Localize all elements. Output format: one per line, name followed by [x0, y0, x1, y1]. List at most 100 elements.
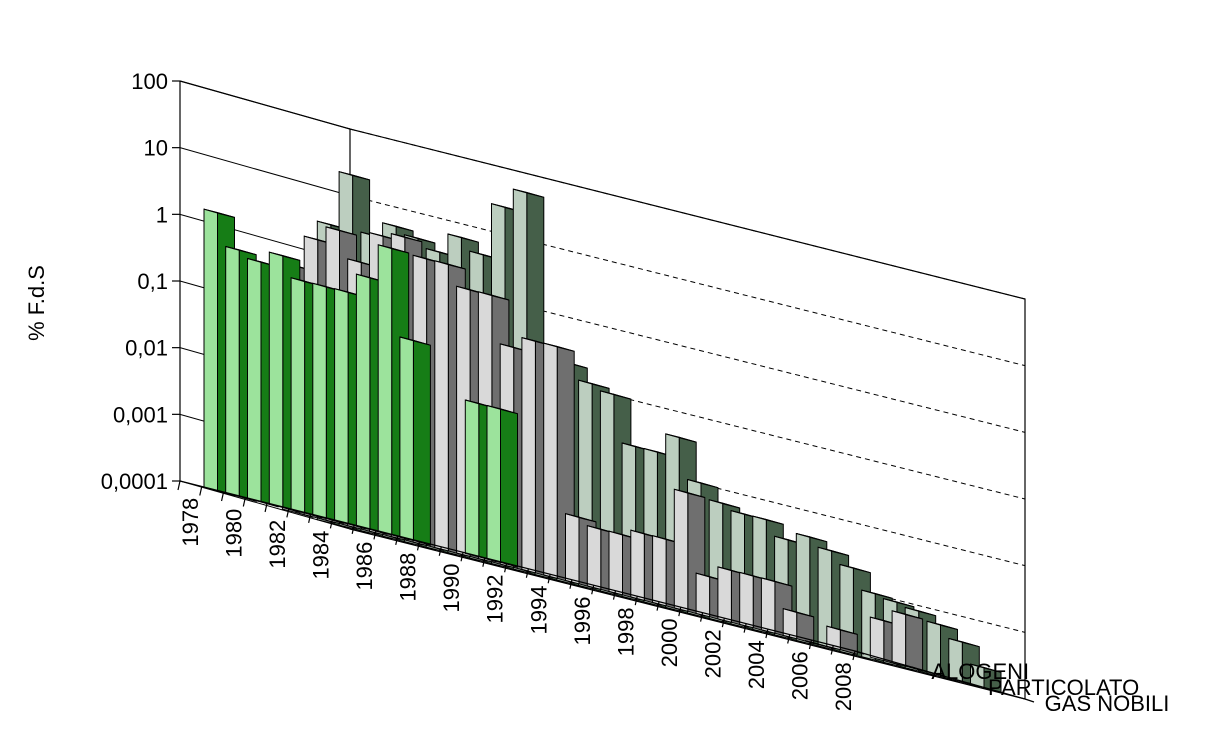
x-tick-label: 1984 [309, 531, 334, 580]
y-axis-tick-labels: 0,0001 0,001 0,01 0,1 1 10 100 [101, 69, 168, 494]
x-tick [656, 601, 660, 611]
bar-top [905, 607, 936, 617]
chart-axes [172, 80, 1035, 703]
bar-top [761, 577, 793, 587]
bar-top [447, 233, 479, 243]
bar-top [543, 342, 575, 352]
x-tick [743, 623, 747, 633]
bar-front [355, 273, 371, 531]
bar-top [225, 246, 257, 256]
bar-top [891, 610, 923, 620]
bar-top [665, 433, 697, 443]
x-tick-label: 1996 [570, 597, 595, 646]
bar-top [391, 233, 422, 243]
bar-top [325, 226, 357, 236]
bar-side [500, 408, 518, 568]
x-tick [177, 480, 181, 491]
bar-top [338, 171, 370, 181]
bar-front [586, 525, 602, 590]
bar-top [839, 564, 871, 574]
bar-alogeni-1987 [399, 336, 431, 546]
x-tick [634, 596, 638, 606]
bar-front [760, 577, 776, 634]
x-tick-label: 1978 [178, 498, 203, 547]
bar-front [652, 535, 667, 607]
bar-top [674, 488, 705, 498]
bar-top [478, 291, 510, 301]
x-tick-label: 1990 [439, 564, 464, 613]
x-tick [591, 585, 595, 595]
y-tick-label: 0,1 [137, 269, 168, 294]
x-tick-label: 1992 [483, 575, 508, 624]
bar-front [739, 571, 754, 629]
bar-front [225, 245, 240, 498]
bar-top [970, 663, 1002, 673]
bar-top [783, 608, 814, 618]
x-tick-label: 1982 [265, 520, 290, 569]
gridline-back [349, 461, 1026, 633]
x-tick-label: 2000 [657, 618, 682, 667]
bar-front [334, 288, 349, 525]
y-tick-label: 0,001 [113, 402, 168, 427]
bar-front [521, 336, 536, 574]
bar-particolato-1997 [673, 488, 706, 617]
bar-particolato-2007 [891, 610, 924, 672]
bar-top [752, 515, 784, 525]
x-tick-label: 2006 [788, 651, 813, 700]
bar-top [434, 260, 466, 270]
y-tick-label: 1 [156, 202, 168, 227]
chart-bars [203, 171, 1002, 694]
x-tick [525, 568, 529, 578]
x-tick [678, 606, 682, 617]
x-tick [199, 486, 203, 496]
x-tick [612, 590, 617, 600]
x-tick-label: 2004 [744, 640, 769, 689]
bar-front [695, 572, 711, 618]
bar-front [203, 208, 218, 492]
x-tick [460, 552, 464, 562]
x-tick [721, 617, 725, 628]
x-tick [699, 612, 704, 622]
bar-particolato-2002 [782, 608, 815, 645]
x-tick-label: 1994 [526, 586, 551, 635]
x-tick [373, 530, 377, 540]
bar-top [709, 499, 740, 509]
bar-front [268, 251, 284, 509]
bar-top [565, 513, 597, 523]
z-tick [911, 666, 921, 671]
bar-front [434, 260, 449, 552]
y-tick-label: 100 [131, 69, 168, 94]
bar-top [269, 251, 300, 261]
bar-front [565, 513, 580, 585]
x-tick [482, 557, 486, 567]
bar-front [608, 530, 623, 596]
series-label: GAS NOBILI [1045, 691, 1170, 716]
x-tick-label: 1980 [221, 509, 246, 558]
z-tick [854, 650, 865, 655]
bar-top [399, 336, 431, 346]
x-tick [787, 634, 791, 644]
bar-front [464, 399, 480, 558]
bar-top [687, 479, 719, 489]
bar-top [948, 638, 980, 648]
y-tick-label: 0,01 [125, 336, 168, 361]
bar-side [412, 339, 431, 546]
bar-top [817, 546, 849, 556]
bar-top [926, 620, 958, 630]
x-tick [504, 563, 508, 573]
bar-top [796, 533, 827, 543]
x-tick [569, 579, 573, 589]
x-tick-label: 1988 [396, 553, 421, 602]
bar-front [891, 610, 907, 667]
x-tick-label: 2002 [701, 629, 726, 678]
bar-gas-nobili-2008 [970, 663, 1002, 694]
x-tick [438, 546, 442, 556]
bar-front [290, 277, 306, 514]
gridline-side [179, 147, 351, 197]
gridline-back [349, 128, 1026, 300]
bar-front [486, 404, 501, 563]
z-tick [968, 682, 978, 687]
bar-top [382, 222, 414, 232]
gridline-back [349, 261, 1026, 433]
